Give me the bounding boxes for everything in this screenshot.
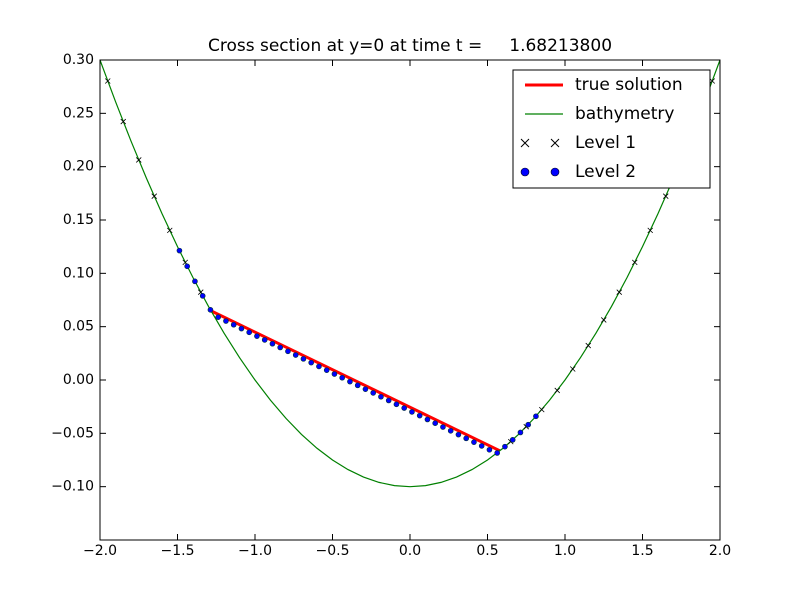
dot-marker <box>455 431 462 438</box>
x-tick-label: −2.0 <box>83 543 117 559</box>
dot-marker <box>509 437 516 443</box>
dot-marker <box>393 401 400 408</box>
y-tick-label: 0.05 <box>63 319 94 335</box>
dot-marker <box>292 352 299 358</box>
dot-marker <box>207 307 214 313</box>
dot-marker <box>308 359 314 366</box>
dot-marker <box>230 321 237 328</box>
dot-marker <box>533 413 539 420</box>
dot-marker <box>494 450 500 456</box>
y-tick-label: −0.05 <box>51 425 94 441</box>
cross-marker <box>616 289 623 295</box>
dot-marker <box>269 340 276 347</box>
legend: true solution bathymetry Level 1 Level 2 <box>512 69 711 189</box>
y-tick-label: 0.30 <box>63 52 94 68</box>
x-tick-label: 0.0 <box>399 543 421 559</box>
dot-marker <box>347 378 353 385</box>
dot-marker <box>432 420 438 427</box>
dot-marker <box>277 344 283 351</box>
cross-marker <box>569 366 576 372</box>
dot-marker <box>223 318 229 324</box>
dot-marker <box>525 421 531 428</box>
dot-marker <box>440 424 446 430</box>
y-tick-label: 0.15 <box>63 212 94 228</box>
dot-marker <box>300 356 307 362</box>
legend-label: bathymetry <box>575 104 674 124</box>
dot-marker <box>261 337 268 343</box>
x-tick-label: 1.5 <box>631 543 653 559</box>
dot-marker <box>184 263 190 270</box>
cross-marker <box>166 227 173 234</box>
y-tick-label: −0.10 <box>51 479 94 495</box>
cross-marker <box>600 317 607 323</box>
dot-marker <box>409 409 415 415</box>
dot-marker <box>362 386 369 392</box>
legend-swatch <box>550 167 560 177</box>
legend-label: Level 2 <box>575 162 636 182</box>
chart-title: Cross section at y=0 at time t = 1.68213… <box>208 36 612 56</box>
dot-marker <box>447 427 454 434</box>
dot-marker <box>502 443 508 450</box>
x-tick-label: 0.5 <box>476 543 498 559</box>
dot-marker <box>517 429 524 436</box>
cross-marker <box>120 118 127 125</box>
dot-marker <box>378 393 384 400</box>
cross-marker <box>104 78 111 84</box>
cross-marker <box>151 193 158 199</box>
legend-label: true solution <box>575 75 683 95</box>
dot-marker <box>215 314 221 320</box>
legend-swatch <box>550 138 560 148</box>
y-tick-label: 0.25 <box>63 105 94 121</box>
dot-marker <box>254 333 260 339</box>
dot-marker <box>199 293 206 299</box>
dot-marker <box>486 446 493 453</box>
dot-marker <box>370 390 376 396</box>
dot-marker <box>354 382 361 389</box>
x-tick-label: 1.0 <box>554 543 576 559</box>
y-tick-label: 0.10 <box>63 265 94 281</box>
cross-marker <box>135 157 142 163</box>
x-tick-label: −1.0 <box>238 543 272 559</box>
cross-marker <box>585 342 592 349</box>
dot-marker <box>424 416 431 423</box>
cross-marker <box>631 259 638 266</box>
legend-swatch <box>520 167 530 177</box>
cross-marker <box>538 406 545 413</box>
legend-box <box>512 69 711 189</box>
dot-marker <box>285 348 291 355</box>
dot-marker <box>339 374 345 381</box>
dot-marker <box>238 325 245 332</box>
y-tick-label: 0.20 <box>63 159 94 175</box>
plot-area <box>100 60 720 488</box>
legend-swatch <box>520 138 530 148</box>
dot-marker <box>316 363 322 370</box>
cross-marker <box>647 227 654 234</box>
series-line <box>210 309 501 453</box>
dot-marker <box>323 367 330 373</box>
cross-marker <box>662 193 669 199</box>
legend-label: Level 1 <box>575 133 636 153</box>
dot-marker <box>401 405 407 411</box>
x-tick-label: 2.0 <box>709 543 731 559</box>
dot-marker <box>463 435 469 442</box>
dot-marker <box>331 371 338 377</box>
x-tick-label: −0.5 <box>316 543 350 559</box>
dot-marker <box>246 329 252 336</box>
dot-marker <box>192 278 198 285</box>
dot-marker <box>471 439 477 445</box>
dot-marker <box>176 247 183 254</box>
dot-marker <box>385 397 392 404</box>
cross-marker <box>554 387 561 394</box>
x-tick-label: −1.5 <box>161 543 195 559</box>
cross-marker <box>709 78 716 84</box>
dot-marker <box>416 412 423 419</box>
dot-marker <box>478 443 485 449</box>
y-tick-label: 0.00 <box>63 372 94 388</box>
